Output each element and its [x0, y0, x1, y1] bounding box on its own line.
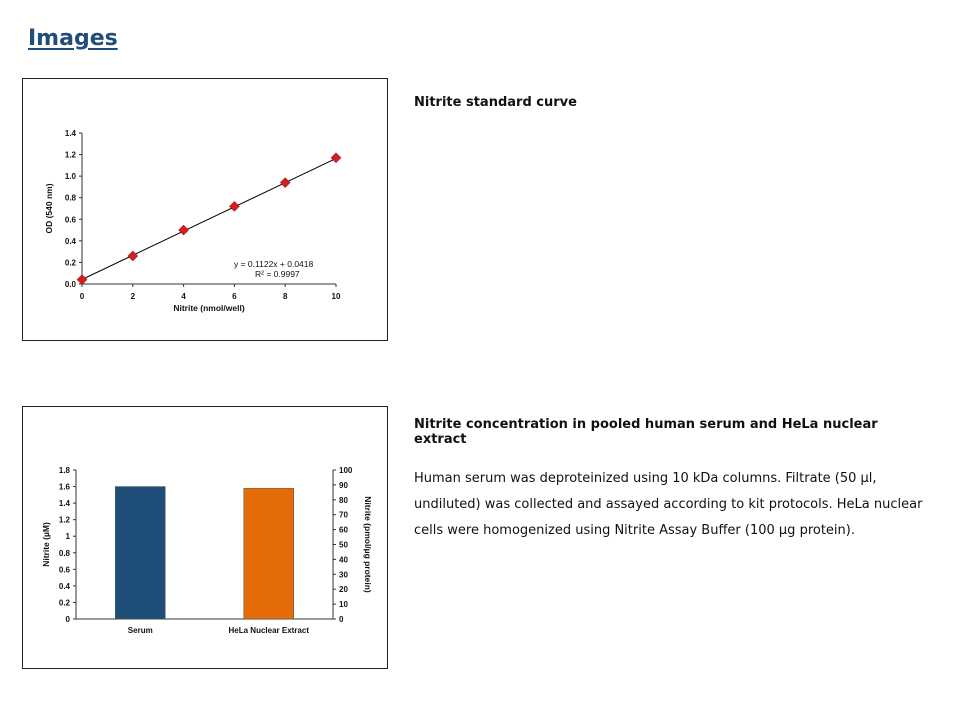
left-tick-label: 1.8	[59, 466, 71, 475]
data-point	[229, 200, 240, 212]
figure-nitrite-concentration: 0 0.2 0.4 0.6 0.8 1 1.2 1.4 1.6 1.8 0 10 20 30 40 50 60 7…	[22, 406, 388, 669]
caption-title: Nitrite standard curve	[414, 95, 577, 110]
data-point	[127, 250, 139, 262]
right-tick-label: 100	[339, 466, 353, 475]
right-tick-label: 10	[339, 600, 348, 609]
right-tick-label: 30	[339, 570, 348, 579]
right-tick-label: 80	[339, 496, 348, 505]
right-tick-label: 20	[339, 585, 348, 594]
right-tick-label: 90	[339, 481, 348, 490]
y-tick-label: 0.0	[65, 280, 77, 289]
left-tick-label: 0.8	[59, 549, 71, 558]
x-tick-label: 2	[131, 292, 136, 301]
left-tick-label: 0.6	[59, 565, 71, 574]
x-axis-label: Nitrite (nmol/well)	[173, 303, 244, 313]
caption-title: Nitrite concentration in pooled human se…	[414, 417, 878, 447]
data-point	[330, 152, 342, 164]
data-point	[279, 177, 291, 188]
right-axis-label: Nitrite (pmol/µg protein)	[363, 496, 373, 593]
y-tick-label: 0.4	[65, 237, 77, 246]
left-tick-label: 0.4	[59, 582, 71, 591]
x-tick-label: 6	[232, 292, 237, 301]
y-tick-label: 0.2	[65, 258, 77, 267]
right-tick-label: 0	[339, 615, 344, 624]
caption-text: Human serum was deproteinized using 10 k…	[414, 471, 923, 538]
x-tick-label: 8	[283, 292, 288, 301]
x-tick-label: 0	[80, 292, 85, 301]
page-heading: Images	[28, 26, 118, 51]
right-tick-label: 60	[339, 526, 348, 535]
bar	[115, 486, 166, 620]
y-tick-label: 0.8	[65, 194, 77, 203]
right-tick-label: 70	[339, 511, 348, 520]
right-tick-label: 40	[339, 555, 348, 564]
left-tick-label: 1	[66, 532, 71, 541]
y-tick-label: 1.2	[65, 151, 77, 160]
r-squared-label: R² = 0.9997	[255, 269, 300, 279]
x-tick-label: 4	[181, 292, 186, 301]
left-tick-label: 1.2	[59, 516, 71, 525]
bar	[243, 487, 294, 620]
left-tick-label: 0	[66, 615, 71, 624]
y-tick-label: 0.6	[65, 215, 77, 224]
nitrite-bar-chart: 0 0.2 0.4 0.6 0.8 1 1.2 1.4 1.6 1.8 0 10 20 30 40 50 60 7…	[41, 466, 373, 635]
y-tick-label: 1.0	[65, 172, 77, 181]
left-tick-label: 1.4	[59, 499, 71, 508]
data-point	[178, 224, 189, 236]
caption-standard-curve: Nitrite standard curve	[414, 95, 934, 110]
caption-nitrite-concentration: Nitrite concentration in pooled human se…	[414, 417, 934, 544]
trendline	[81, 158, 337, 280]
x-category-label: HeLa Nuclear Extract	[229, 626, 310, 635]
left-tick-label: 0.2	[59, 598, 71, 607]
left-axis-label: Nitrite (µM)	[41, 522, 51, 567]
x-category-label: Serum	[128, 626, 153, 635]
standard-curve-chart: 0.0 0.2 0.4 0.6 0.8 1.0 1.2 1.4 0 2 4 6 8 10 Nitrite (…	[44, 129, 342, 313]
x-tick-label: 10	[332, 292, 341, 301]
data-point	[76, 274, 88, 286]
figure-standard-curve: 0.0 0.2 0.4 0.6 0.8 1.0 1.2 1.4 0 2 4 6 8 10 Nitrite (…	[22, 78, 388, 341]
equation-label: y = 0.1122x + 0.0418	[234, 259, 314, 269]
left-tick-label: 1.6	[59, 483, 71, 492]
right-tick-label: 50	[339, 541, 348, 550]
y-tick-label: 1.4	[65, 129, 77, 138]
y-axis-label: OD (540 nm)	[44, 183, 54, 233]
